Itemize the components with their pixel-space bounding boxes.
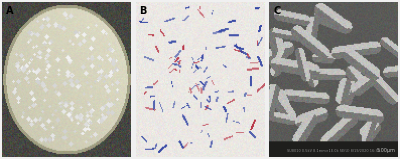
Text: A: A <box>6 6 13 16</box>
Text: 5.00μm: 5.00μm <box>376 148 396 153</box>
Text: SU8010 0.5kV 8.1mm×10.0k SE(U) 8/19/2020 16:38: SU8010 0.5kV 8.1mm×10.0k SE(U) 8/19/2020… <box>287 149 380 153</box>
Text: B: B <box>140 6 147 16</box>
Text: C: C <box>273 6 280 16</box>
